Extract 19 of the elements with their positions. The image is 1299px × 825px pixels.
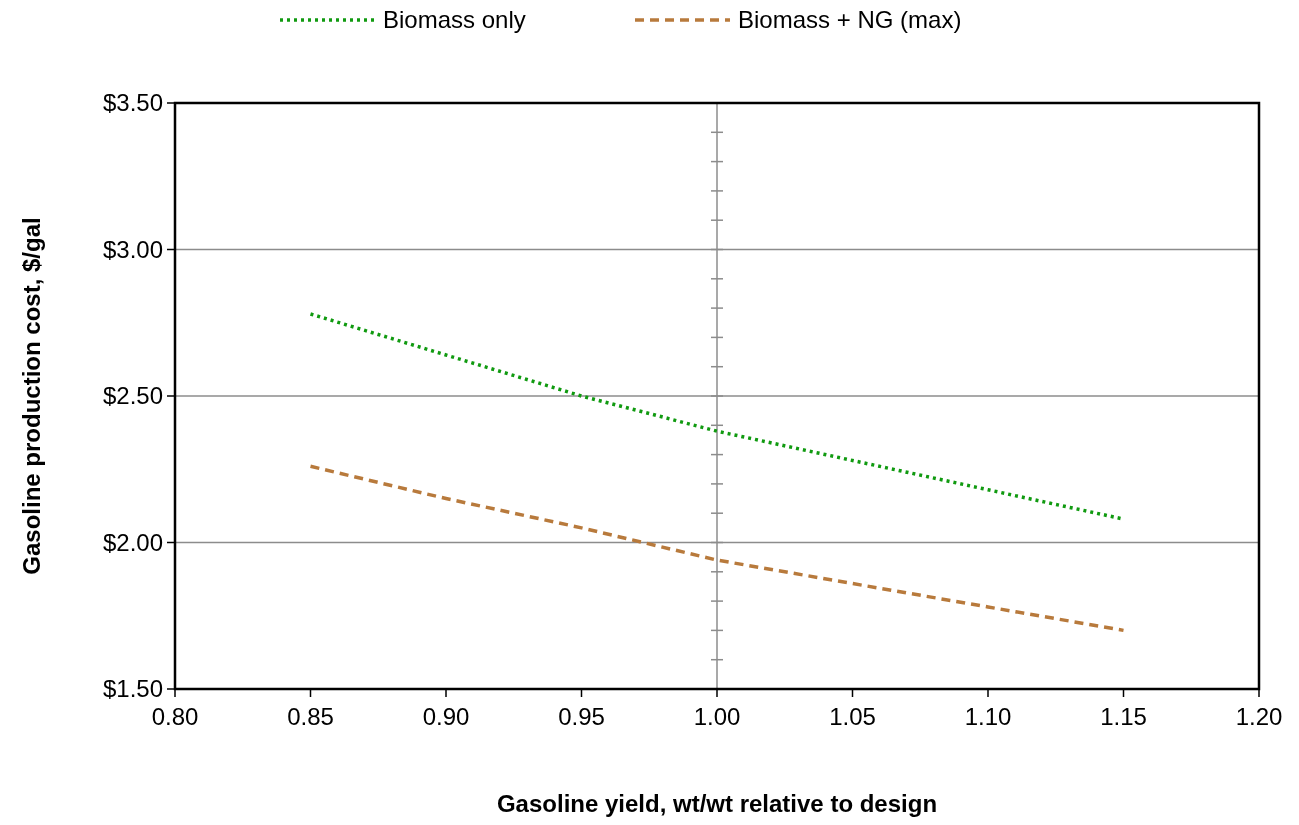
x-tick-label: 1.20 [1235,703,1283,730]
x-tick-label: 1.10 [964,703,1012,730]
x-tick-label: 0.85 [287,703,334,730]
y-tick-label: $2.50 [102,382,163,409]
y-tick-label: $3.50 [102,89,163,116]
legend-label: Biomass only [383,6,526,33]
legend-label: Biomass + NG (max) [738,6,962,33]
x-tick-label: 1.00 [693,703,741,730]
x-tick-label: 0.90 [422,703,470,730]
y-tick-label: $1.50 [102,675,163,702]
x-axis-title: Gasoline yield, wt/wt relative to design [496,790,938,817]
x-tick-label: 0.80 [151,703,199,730]
x-tick-label: 1.15 [1100,703,1147,730]
y-tick-label: $2.00 [102,528,163,556]
line-series [308,464,1126,633]
y-tick-label: $3.00 [102,235,163,263]
y-axis-title: Gasoline production cost, $/gal [18,217,45,575]
x-tick-label: 0.95 [558,703,605,730]
x-tick-label: 1.05 [829,703,876,730]
